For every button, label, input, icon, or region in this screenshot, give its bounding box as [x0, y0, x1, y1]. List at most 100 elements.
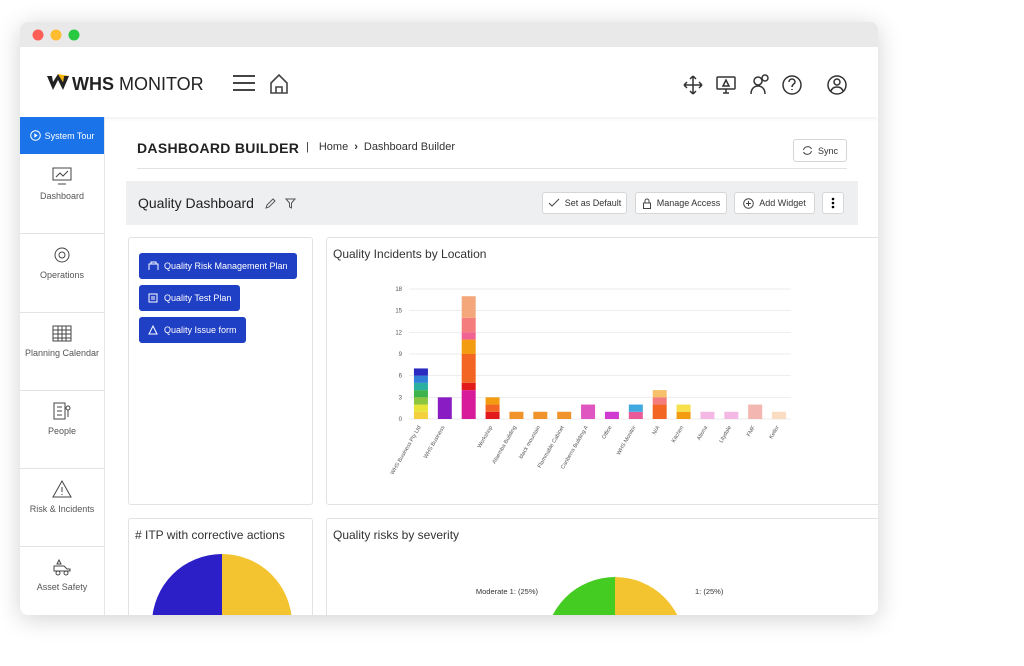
links-panel: Quality Risk Management Plan Quality Tes…	[128, 237, 313, 505]
link-button[interactable]: Quality Issue form	[139, 317, 246, 343]
button-label: Manage Access	[656, 198, 721, 208]
page-title: DASHBOARD BUILDER	[137, 140, 300, 156]
nav-label: Risk & Incidents	[29, 504, 95, 514]
toolbar-button[interactable]: Set as Default	[542, 192, 627, 214]
nav-item[interactable]: Planning Calendar	[20, 312, 104, 391]
nav-item[interactable]: Risk & Incidents	[20, 468, 104, 547]
bar-segment	[461, 296, 476, 318]
nav-label: Operations	[39, 270, 85, 280]
nav-item[interactable]: Operations	[20, 234, 104, 313]
nav-item[interactable]: Asset Safety	[20, 546, 104, 615]
check-icon	[548, 198, 560, 207]
link-icon	[148, 261, 159, 270]
link-label: Quality Issue form	[164, 325, 237, 335]
toolbar-button[interactable]: Manage Access	[635, 192, 727, 214]
x-tick-label: Lilydale	[719, 425, 734, 444]
plus-icon	[743, 197, 755, 209]
bar-segment	[676, 411, 691, 419]
x-tick-label: Alaemba Building	[492, 425, 519, 465]
nav-label: Dashboard	[39, 191, 85, 201]
button-label: Set as Default	[564, 198, 622, 208]
kebab-icon	[831, 197, 835, 209]
bar-segment	[533, 411, 548, 419]
bar-segment	[461, 382, 476, 391]
nav-icons[interactable]	[232, 72, 292, 96]
bar-segment	[628, 404, 643, 412]
slice-label: Moderate 1: (25%)	[476, 587, 539, 596]
bar-segment	[413, 382, 428, 391]
bar-segment	[413, 397, 428, 405]
nav-item[interactable]: Dashboard	[20, 155, 104, 234]
link-button[interactable]: Quality Test Plan	[139, 285, 241, 311]
y-tick-label: 12	[395, 330, 402, 336]
nav-icon	[53, 558, 71, 576]
x-tick-label: black mountain	[518, 425, 542, 460]
toolbar-button[interactable]: Add Widget	[734, 192, 815, 214]
sync-icon	[802, 146, 812, 155]
logo-icon	[47, 74, 69, 90]
pie-chart: Moderate 1: (25%) 1: (25%)	[476, 577, 724, 615]
divider	[137, 168, 847, 169]
toolbar: Quality Dashboard Set as Default Manage …	[126, 181, 858, 225]
risks-panel: Quality risks by severity Moderate 1: (2…	[326, 518, 878, 615]
y-tick-label: 6	[399, 374, 403, 380]
x-tick-label: Workshop	[477, 425, 495, 449]
x-tick-label: Canberra Building A	[560, 425, 590, 471]
app-window: WHS MONITOR System Tour Dashboard Operat…	[20, 22, 878, 615]
pie-slice	[152, 554, 222, 615]
bar-segment	[413, 368, 428, 376]
bar-segment	[652, 390, 667, 398]
itp-panel: # ITP with corrective actions	[128, 518, 313, 615]
link-button[interactable]: Quality Risk Management Plan	[139, 253, 297, 279]
nav-icon	[52, 167, 72, 185]
stacked-bar-chart: 0 3 6 9 12 15 18 WHS Business Pty Ltd WHS Busine…	[390, 287, 791, 476]
lock-icon	[642, 198, 651, 209]
nav-item[interactable]: People	[20, 390, 104, 469]
logo-bold: WHS	[72, 74, 114, 94]
bar-segment	[652, 397, 667, 405]
nav-icon	[52, 480, 72, 498]
y-tick-label: 18	[395, 287, 402, 293]
bar-segment	[461, 390, 476, 419]
bar-segment	[461, 339, 476, 354]
breadcrumb: | Home › Dashboard Builder	[306, 141, 455, 153]
bar-segment	[485, 411, 500, 419]
more-button[interactable]	[822, 192, 844, 214]
bar-segment	[413, 375, 428, 383]
x-tick-label: WHS Monitor	[616, 425, 638, 456]
logo: WHS MONITOR	[72, 74, 204, 95]
logo-light: MONITOR	[119, 74, 204, 94]
bar-segment	[413, 390, 428, 398]
x-tick-label: WHS Business	[423, 425, 447, 460]
bar-segment	[437, 397, 452, 419]
sync-button[interactable]: Sync	[793, 139, 847, 162]
x-tick-label: N/A	[652, 425, 662, 436]
nav-icon	[53, 402, 71, 420]
sidebar: System Tour Dashboard Operations Plannin…	[20, 117, 105, 615]
header-actions[interactable]	[680, 73, 850, 97]
pie-slice	[615, 577, 678, 615]
x-tick-label: Kitchen	[671, 425, 685, 444]
tour-label: System Tour	[44, 130, 95, 141]
bar-segment	[700, 411, 715, 419]
x-tick-label: Altona	[696, 424, 709, 441]
system-tour[interactable]: System Tour	[20, 117, 104, 154]
header: WHS MONITOR	[20, 47, 878, 117]
bar-segment	[652, 404, 667, 419]
y-tick-label: 9	[399, 352, 403, 358]
bar-segment	[509, 411, 524, 419]
pie-slice	[222, 554, 292, 615]
bar-segment	[461, 354, 476, 383]
pie-chart	[152, 554, 292, 615]
link-label: Quality Risk Management Plan	[164, 261, 288, 271]
crumb[interactable]: Home	[318, 141, 349, 153]
y-tick-label: 3	[399, 395, 403, 401]
bar-segment	[724, 411, 739, 419]
bar-segment	[772, 411, 787, 419]
edit-filter-icons[interactable]	[264, 197, 296, 209]
dashboard-title: Quality Dashboard	[138, 195, 254, 211]
bar-segment	[581, 404, 596, 419]
nav-icon	[54, 247, 70, 263]
bar-segment	[676, 404, 691, 412]
x-tick-label: Office	[601, 425, 613, 440]
